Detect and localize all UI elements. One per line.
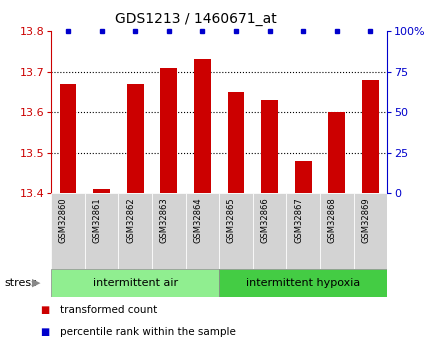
Bar [362, 80, 379, 193]
Text: ■: ■ [40, 305, 49, 315]
Bar [295, 161, 312, 193]
Bar [127, 84, 144, 193]
Bar [328, 112, 345, 193]
Bar [287, 193, 320, 269]
Text: intermittent air: intermittent air [93, 278, 178, 288]
Text: transformed count: transformed count [60, 305, 158, 315]
Text: GSM32867: GSM32867 [294, 197, 303, 243]
Text: GSM32860: GSM32860 [59, 197, 68, 243]
Text: GSM32869: GSM32869 [361, 197, 370, 243]
Bar [85, 193, 118, 269]
Bar [219, 269, 387, 297]
Bar [152, 193, 186, 269]
Text: percentile rank within the sample: percentile rank within the sample [60, 327, 236, 337]
Bar [186, 193, 219, 269]
Text: intermittent hypoxia: intermittent hypoxia [246, 278, 360, 288]
Bar [194, 59, 211, 193]
Bar [60, 84, 77, 193]
Text: ▶: ▶ [32, 278, 40, 288]
Text: stress: stress [4, 278, 37, 288]
Text: GSM32864: GSM32864 [194, 197, 202, 243]
Bar [51, 193, 85, 269]
Text: ■: ■ [40, 327, 49, 337]
Bar [227, 92, 244, 193]
Text: GSM32866: GSM32866 [261, 197, 270, 243]
Bar [93, 189, 110, 193]
Text: GSM32865: GSM32865 [227, 197, 236, 243]
Bar [261, 100, 278, 193]
Text: GSM32863: GSM32863 [160, 197, 169, 243]
Text: GDS1213 / 1460671_at: GDS1213 / 1460671_at [115, 12, 277, 26]
Bar [353, 193, 387, 269]
Bar [51, 269, 219, 297]
Bar [118, 193, 152, 269]
Text: GSM32868: GSM32868 [328, 197, 337, 243]
Bar [320, 193, 354, 269]
Text: GSM32861: GSM32861 [93, 197, 101, 243]
Bar [253, 193, 287, 269]
Bar [219, 193, 253, 269]
Text: GSM32862: GSM32862 [126, 197, 135, 243]
Bar [160, 68, 177, 193]
